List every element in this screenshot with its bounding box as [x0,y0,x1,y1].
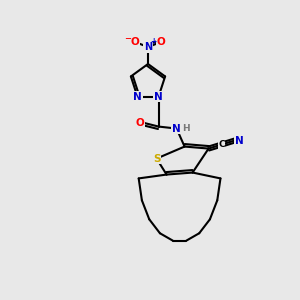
Text: N: N [172,124,181,134]
Text: O: O [135,118,144,128]
Text: +: + [150,38,156,46]
Text: O: O [130,37,140,47]
Text: H: H [182,124,189,133]
Text: N: N [133,92,142,102]
Text: O: O [157,37,165,47]
Text: C: C [218,140,225,149]
Text: N: N [144,42,152,52]
Text: N: N [235,136,244,146]
Text: −: − [124,34,131,43]
Text: S: S [153,154,160,164]
Text: N: N [154,92,163,102]
